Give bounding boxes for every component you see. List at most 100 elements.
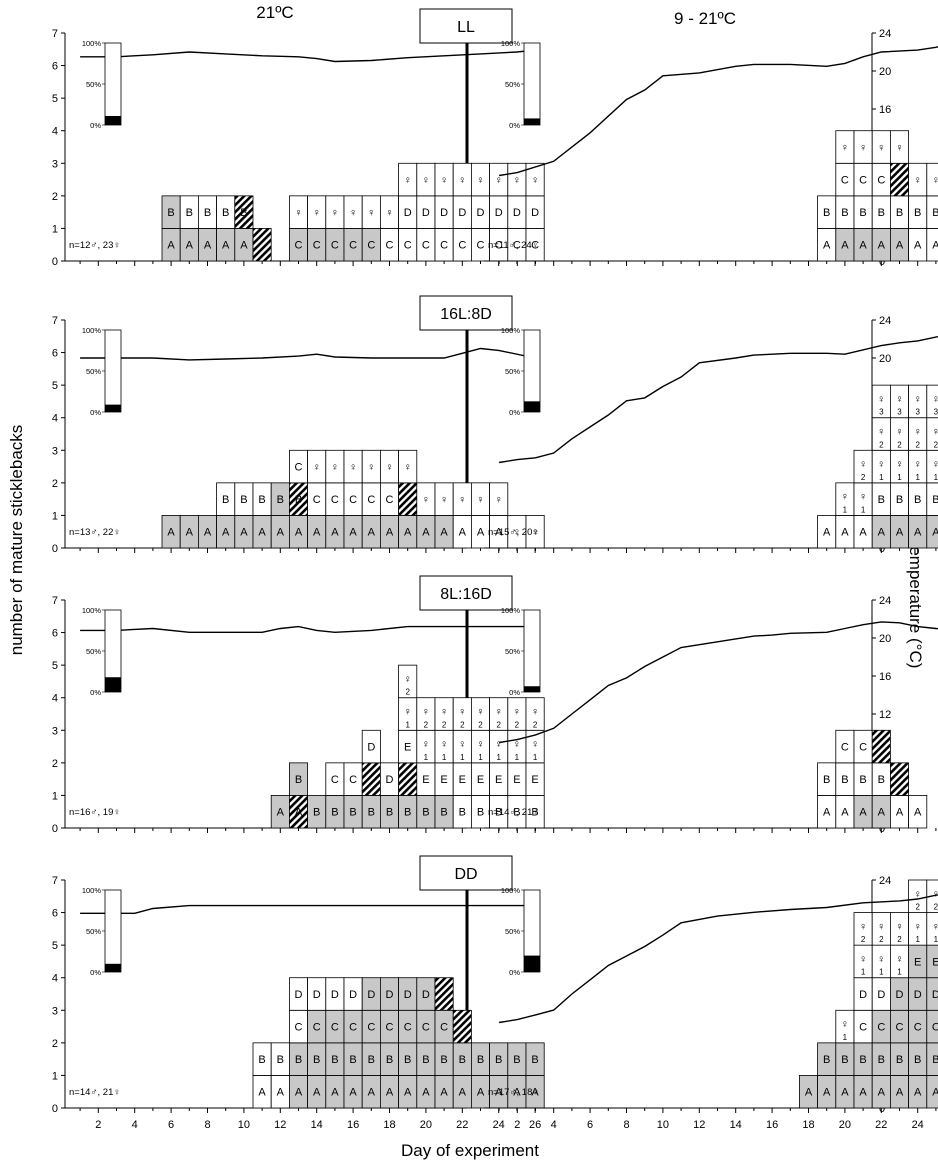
bar-cell-label: A bbox=[859, 527, 867, 539]
x-tick-label: 20 bbox=[420, 1119, 432, 1131]
x-tick-label: 8 bbox=[623, 1119, 629, 1131]
bar-cell-label: E bbox=[932, 956, 938, 968]
bar-cell-label: D bbox=[313, 989, 321, 1001]
bar-cell-label: D bbox=[349, 989, 357, 1001]
bar-cell-label: B bbox=[859, 1054, 866, 1066]
bar-cell bbox=[452, 1009, 472, 1044]
bar-cell-label: B bbox=[477, 1054, 484, 1066]
sample-size-label: n=12♂, 23♀ bbox=[69, 240, 121, 251]
bar-cell bbox=[489, 482, 509, 516]
bar-cell-label: ♀ bbox=[932, 921, 938, 933]
bar-cell-label: ♀ bbox=[495, 706, 503, 718]
bar-cell-label: C bbox=[841, 175, 849, 187]
panel-ll-rising: 04812162024ABABC♀ABC♀ABC♀AB♀AB♀AB♀AB♀100… bbox=[484, 28, 938, 268]
bar-cell-sublabel: 2 bbox=[478, 720, 483, 729]
bar-cell-label: C bbox=[349, 774, 357, 786]
bar-cell-sublabel: 1 bbox=[915, 473, 920, 482]
y-tick-label: 2 bbox=[52, 758, 58, 770]
bar-cell-label: B bbox=[404, 1054, 411, 1066]
bar-cell-label: A bbox=[841, 807, 849, 819]
bar-cell-sublabel: 1 bbox=[478, 753, 483, 762]
bar-cell-label: ♀ bbox=[476, 739, 484, 751]
bar-cell bbox=[926, 162, 938, 197]
bar-cell-label: ♀ bbox=[859, 921, 867, 933]
bar-cell-label: ♀ bbox=[313, 207, 321, 219]
inset-tick-label: 0% bbox=[90, 408, 101, 417]
bar-cell bbox=[234, 195, 254, 229]
inset-bar-frame bbox=[104, 889, 122, 973]
bar-cell-label: D bbox=[477, 207, 485, 219]
bar-cell-label: ♀ bbox=[422, 494, 430, 506]
bar-cell-label: ♀ bbox=[422, 175, 430, 187]
x-tick-label: 22 bbox=[875, 1119, 887, 1131]
y-tick-label: 5 bbox=[52, 93, 58, 105]
bar-cell-sublabel: 2 bbox=[897, 935, 902, 944]
bar-cell-label: B bbox=[932, 494, 938, 506]
inset-tick-label: 100% bbox=[501, 39, 521, 48]
bar-cell-sublabel: 3 bbox=[879, 408, 884, 417]
temperature-line bbox=[80, 904, 536, 914]
bar-cell-label: C bbox=[440, 1022, 448, 1034]
x-tick-label: 16 bbox=[766, 1119, 778, 1131]
inset-tick-label: 50% bbox=[86, 647, 101, 656]
bar-cell bbox=[398, 482, 418, 516]
bar-cell-label: A bbox=[258, 1087, 266, 1099]
bar-cell-label: D bbox=[422, 989, 430, 1001]
bar-cell-label: ♀ bbox=[440, 739, 448, 751]
bar-cell-label: C bbox=[859, 1022, 867, 1034]
inset-tick-label: 100% bbox=[82, 326, 102, 335]
bar-cell-label: B bbox=[841, 1054, 848, 1066]
bar-cell-label: A bbox=[386, 527, 394, 539]
bar-cell-label: B bbox=[896, 494, 903, 506]
bar-cell-label: ♀ bbox=[458, 739, 466, 751]
bar-cell-label: B bbox=[422, 1054, 429, 1066]
bar-cell bbox=[398, 449, 418, 484]
bar-cell-label: B bbox=[186, 207, 193, 219]
bar-cell-label: B bbox=[477, 807, 484, 819]
bar-cell-label: A bbox=[295, 527, 303, 539]
bar-cell-label: B bbox=[495, 1054, 502, 1066]
y-tick-label: 5 bbox=[52, 380, 58, 392]
bar-cell-sublabel: 2 bbox=[934, 903, 938, 912]
bar-cell-label: A bbox=[240, 527, 248, 539]
bar-cell-label: A bbox=[222, 527, 230, 539]
x-tick-label: 10 bbox=[238, 1119, 250, 1131]
x-tick-label: 8 bbox=[204, 1119, 210, 1131]
panel-16l8d-rising: 04812162024AA♀1A♀1♀2AB♀1♀2♀3AB♀1♀2♀3AB♀1… bbox=[484, 315, 938, 555]
bar-cell-label: B bbox=[295, 494, 302, 506]
bar-cell bbox=[871, 729, 891, 764]
bar-cell-label: C bbox=[386, 1022, 394, 1034]
bar-cell-label: B bbox=[841, 774, 848, 786]
bar-cell-label: B bbox=[404, 807, 411, 819]
bar-cell-label: B bbox=[878, 494, 885, 506]
bar-cell-label: E bbox=[914, 956, 921, 968]
condition-label: 8L:16D bbox=[440, 586, 492, 603]
bar-cell-label: A bbox=[896, 527, 904, 539]
bar-cell-label: A bbox=[896, 240, 904, 252]
bar-cell-label: C bbox=[896, 1022, 904, 1034]
bar-cell bbox=[890, 162, 910, 197]
condition-box bbox=[419, 575, 513, 611]
bar-cell-label: A bbox=[295, 807, 303, 819]
bar-cell-label: C bbox=[932, 1022, 938, 1034]
bar-cell-label: B bbox=[878, 774, 885, 786]
x-tick-label: 26 bbox=[529, 1119, 541, 1131]
x-tick-label: 2 bbox=[95, 1119, 101, 1131]
y-tick-label: 6 bbox=[52, 61, 58, 73]
bar-cell-label: C bbox=[458, 240, 466, 252]
temperature-line bbox=[498, 46, 938, 177]
y2-tick-label: 0 bbox=[879, 823, 885, 835]
temperature-line bbox=[498, 621, 938, 744]
bar-cell-sublabel: 1 bbox=[897, 968, 902, 977]
bar-cell-label: C bbox=[877, 175, 885, 187]
bar-cell-label: C bbox=[422, 240, 430, 252]
inset-tick-label: 100% bbox=[82, 606, 102, 615]
bar-cell-label: ♀ bbox=[495, 494, 503, 506]
bar-cell-sublabel: 3 bbox=[897, 408, 902, 417]
bar-cell-label: C bbox=[841, 742, 849, 754]
bar-cell-label: ♀ bbox=[476, 706, 484, 718]
y-tick-label: 6 bbox=[52, 628, 58, 640]
bar-cell-label: B bbox=[349, 1054, 356, 1066]
bar-cell-label: D bbox=[367, 989, 375, 1001]
bar-cell-label: ♀ bbox=[476, 175, 484, 187]
